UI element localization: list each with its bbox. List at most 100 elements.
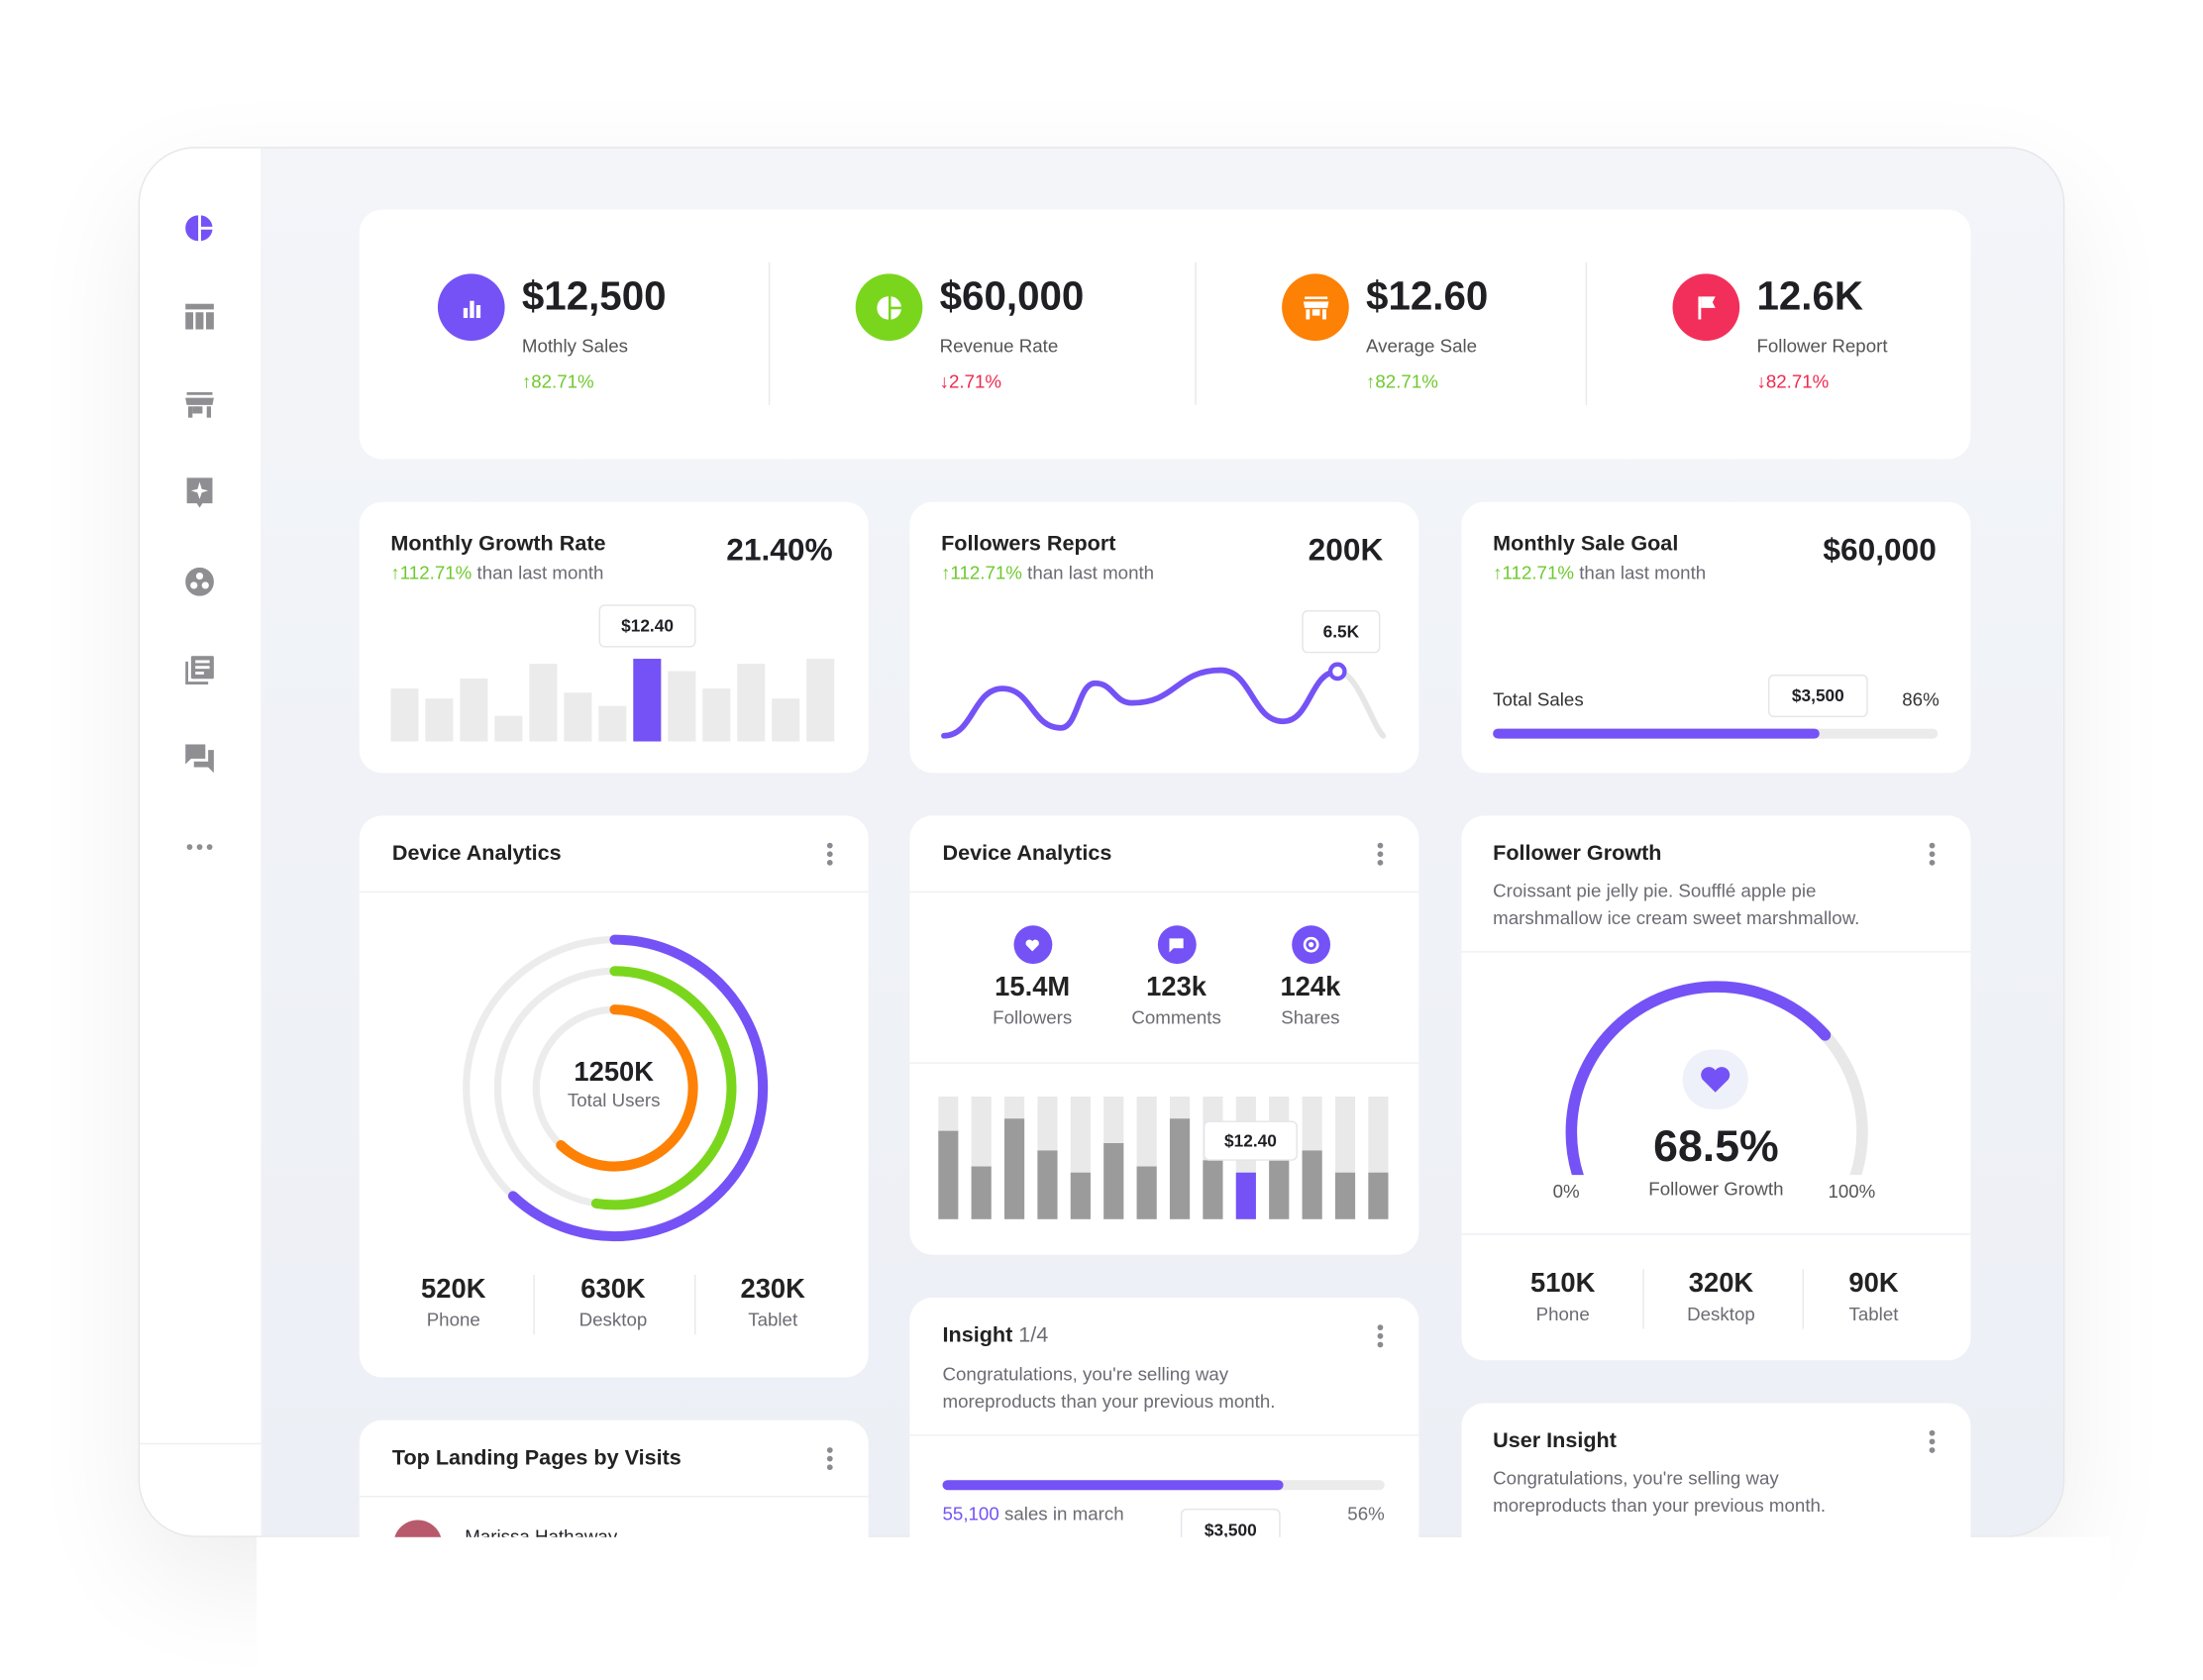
more-options-icon[interactable] [1373, 1323, 1387, 1349]
total-users-value: 1250K [574, 1058, 655, 1089]
follower-growth-description: Croissant pie jelly pie. Soufflé apple p… [1493, 880, 1860, 929]
star-icon [1291, 925, 1330, 965]
sidebar-item-groups[interactable] [184, 566, 216, 597]
sales-percent: 86% [1902, 688, 1940, 710]
stat-icon-badge [855, 273, 923, 342]
sidebar [140, 148, 262, 1536]
growth-bar [737, 664, 766, 742]
bar-chart-icon [460, 296, 482, 319]
divider [909, 1062, 1419, 1064]
divider [359, 1496, 869, 1498]
stat-value: $12.60 [1366, 273, 1489, 319]
stat-label: Follower Report [1756, 335, 1888, 357]
arrow-down-icon: ↓ [939, 370, 949, 392]
engagement-bar [1003, 1118, 1025, 1219]
device-stat: 520K Phone [421, 1274, 486, 1331]
sidebar-item-tables[interactable] [184, 301, 216, 333]
sidebar-divider [140, 1442, 262, 1445]
insight-progress-fill [942, 1480, 1284, 1491]
more-options-icon[interactable] [823, 841, 837, 867]
more-options-icon[interactable] [1925, 1428, 1939, 1454]
growth-bar [668, 671, 696, 742]
line-tail [1334, 669, 1387, 739]
chart-tooltip: $12.40 [1203, 1120, 1298, 1161]
ring-arc [590, 966, 737, 1210]
follower-growth-gauge [1565, 981, 1868, 1176]
card-title: Device Analytics [391, 841, 562, 866]
user-insight-description: Congratulations, you're selling way more… [1493, 1467, 1827, 1517]
total-sales-label: Total Sales [1493, 688, 1584, 710]
growth-value: 21.40% [726, 531, 833, 568]
more-options-icon[interactable] [1373, 841, 1387, 867]
sidebar-item-messages[interactable] [184, 743, 216, 775]
ring-arc [556, 1004, 698, 1172]
engagement-bar [938, 1130, 959, 1219]
device-stat: 510K Phone [1529, 1269, 1596, 1325]
growth-bar-chart [390, 659, 835, 742]
chat-icon [185, 744, 214, 774]
divider [1461, 1233, 1971, 1235]
donut-center: 1250K Total Users [360, 1058, 869, 1110]
card-title: Insight 1/4 [942, 1322, 1049, 1348]
arrow-down-icon: ↓ [1756, 370, 1766, 392]
sale-goal-change: ↑112.71% than last month [1493, 562, 1707, 583]
engagement-bar [1203, 1160, 1223, 1219]
sale-goal-value: $60,000 [1823, 531, 1937, 568]
stat-value: $60,000 [939, 273, 1085, 319]
gauge-heart-badge [1682, 1049, 1748, 1109]
followers-line [941, 667, 1341, 739]
growth-bar [564, 692, 592, 742]
engagement-bar [1070, 1172, 1091, 1219]
sidebar-item-news[interactable] [184, 655, 216, 686]
monthly-growth-card: Monthly Growth Rate 21.40% ↑112.71% than… [359, 501, 869, 774]
divider [1461, 951, 1971, 953]
ring-arc [507, 934, 769, 1242]
engagement-bar [1136, 1166, 1157, 1219]
pie-chart-icon [876, 294, 902, 320]
stat-icon-badge [1672, 273, 1740, 342]
card-title: User Insight [1493, 1428, 1617, 1453]
engagement-bar [1235, 1172, 1256, 1219]
sales-tooltip: $3,500 [1767, 674, 1868, 718]
chart-tooltip: 6.5K [1302, 610, 1381, 654]
insight-percent: 56% [1347, 1503, 1385, 1524]
sidebar-item-reviews[interactable] [184, 477, 216, 509]
sidebar-item-more[interactable] [184, 831, 216, 863]
heart-icon [1701, 1067, 1731, 1093]
stat-value: 12.6K [1756, 273, 1864, 319]
palette-icon [185, 567, 214, 596]
table-icon [185, 303, 214, 330]
stat-label: Mothly Sales [521, 335, 628, 357]
sales-in-march: 55,100 sales in march [942, 1503, 1124, 1524]
arrow-up-icon: ↑ [941, 562, 951, 583]
card-title: Followers Report [941, 531, 1116, 557]
sidebar-item-store[interactable] [184, 389, 216, 421]
device-stat: 630K Desktop [578, 1274, 648, 1331]
engagement-stat: 124k Shares [1239, 925, 1382, 1028]
followers-report-card: Followers Report 200K ↑112.71% than last… [909, 501, 1419, 774]
arrow-up-icon: ↑ [1366, 370, 1376, 392]
growth-bar [633, 659, 662, 742]
stat-label: Average Sale [1366, 335, 1478, 357]
sidebar-item-dashboard[interactable] [184, 212, 216, 244]
divider [909, 1434, 1419, 1436]
engagement-bar [971, 1166, 992, 1219]
more-options-icon[interactable] [823, 1446, 837, 1472]
card-title: Follower Growth [1493, 841, 1662, 866]
stat-change: ↑82.71% [1366, 370, 1438, 392]
engagement-bar [1169, 1118, 1191, 1219]
gauge-label: Follower Growth [1648, 1178, 1784, 1200]
stat-icon-badge [437, 273, 505, 342]
stat-divider [1642, 1269, 1644, 1329]
more-options-icon[interactable] [1925, 841, 1939, 867]
device-analytics-card: Device Analytics 1250K Total Users 520K P… [359, 815, 869, 1378]
gauge-min: 0% [1552, 1180, 1580, 1203]
stats-card: $12,500 Mothly Sales ↑82.71% $60,000 Rev… [359, 209, 1971, 460]
monthly-sale-goal-card: Monthly Sale Goal $60,000 ↑112.71% than … [1461, 501, 1971, 774]
growth-bar [772, 698, 800, 742]
card-title: Monthly Sale Goal [1493, 531, 1679, 557]
growth-bar [460, 679, 488, 742]
stat-divider [533, 1274, 535, 1335]
chart-tooltip: $12.40 [598, 604, 696, 648]
growth-bar [425, 698, 454, 742]
